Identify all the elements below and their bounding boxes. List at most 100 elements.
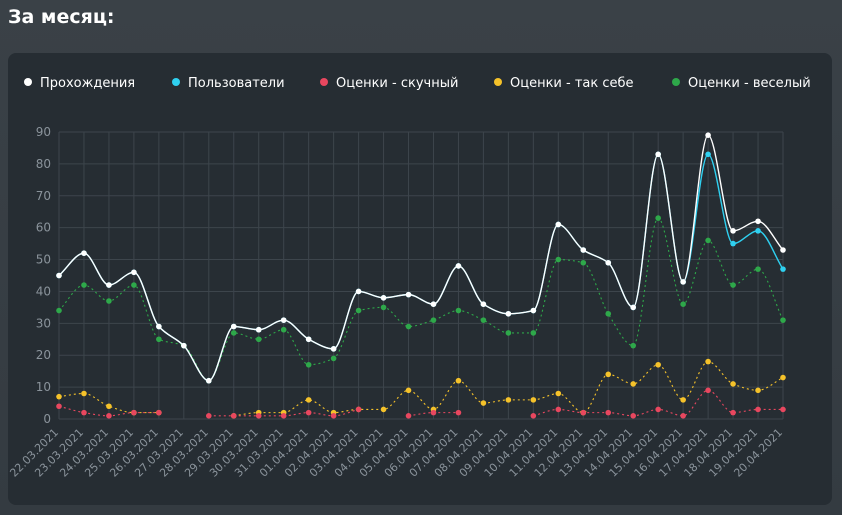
data-point (355, 288, 362, 295)
data-point (605, 310, 612, 317)
data-point (106, 403, 112, 410)
data-point (530, 330, 537, 336)
page-heading: За месяц: (8, 6, 115, 28)
data-point (305, 397, 312, 403)
data-point (106, 298, 112, 304)
data-point (280, 413, 287, 419)
data-point (380, 304, 387, 311)
data-point (156, 336, 162, 343)
data-point (705, 237, 711, 244)
data-point (380, 406, 387, 413)
series-line (58, 392, 159, 414)
data-point (605, 259, 612, 266)
data-point (705, 387, 711, 394)
data-point (605, 371, 612, 378)
data-point (255, 336, 262, 343)
y-tick-label: 30 (36, 316, 51, 330)
legend-marker (672, 78, 680, 86)
data-point (630, 342, 637, 349)
data-point (56, 403, 62, 410)
y-tick-label: 0 (43, 412, 51, 426)
data-point (81, 409, 87, 416)
data-point (455, 307, 462, 314)
data-point (630, 413, 637, 419)
data-point (680, 397, 686, 403)
data-point (780, 247, 786, 253)
data-point (755, 387, 761, 394)
data-point (181, 342, 187, 349)
data-point (555, 256, 562, 263)
data-point (455, 377, 462, 384)
data-point (230, 323, 237, 330)
data-point (355, 406, 362, 413)
data-point (230, 330, 237, 336)
series-line (58, 153, 784, 382)
data-point (455, 409, 462, 416)
data-point (255, 326, 262, 333)
data-point (605, 409, 612, 416)
data-point (505, 330, 512, 336)
y-tick-label: 70 (36, 189, 51, 203)
data-point (330, 355, 337, 362)
data-point (505, 397, 512, 403)
data-point (156, 409, 162, 416)
y-tick-label: 60 (36, 221, 51, 235)
data-point (480, 400, 487, 406)
legend-label: Оценки - так себе (510, 76, 634, 91)
legend-label: Оценки - веселый (688, 76, 811, 91)
data-point (680, 413, 686, 419)
data-point (680, 279, 686, 285)
data-point (280, 326, 287, 333)
data-point (205, 413, 212, 419)
legend-marker (494, 78, 502, 86)
data-point (305, 409, 312, 416)
data-point (56, 307, 62, 314)
y-tick-label: 50 (36, 253, 51, 267)
y-tick-label: 40 (36, 284, 51, 298)
data-point (56, 272, 62, 279)
data-point (780, 266, 786, 272)
data-point (480, 317, 487, 323)
data-point (530, 397, 537, 403)
data-point (405, 323, 412, 330)
data-point (81, 250, 87, 256)
data-point (305, 336, 312, 343)
data-point (580, 259, 587, 266)
data-point (705, 358, 711, 365)
data-point (580, 409, 587, 416)
data-point (655, 361, 661, 368)
data-point (580, 247, 587, 253)
legend-label: Оценки - скучный (336, 76, 458, 91)
data-point (755, 266, 761, 272)
data-point (430, 409, 437, 416)
legend-marker (320, 78, 328, 86)
data-point (530, 413, 537, 419)
data-point (81, 390, 87, 397)
data-point (555, 221, 562, 228)
data-point (780, 374, 786, 381)
legend-label: Прохождения (40, 76, 135, 91)
y-tick-label: 20 (36, 348, 51, 362)
chart-card: 0 10 20 30 40 50 60 70 80 90 22.03.2021 23.03.2021 2… (8, 53, 832, 505)
data-point (730, 240, 736, 247)
data-point (106, 413, 112, 419)
data-point (255, 413, 262, 419)
series-line (533, 389, 783, 417)
data-point (655, 406, 661, 413)
data-point (56, 393, 62, 400)
data-point (405, 291, 412, 298)
data-point (305, 361, 312, 368)
data-point (131, 282, 137, 288)
data-point (405, 387, 412, 394)
data-point (755, 228, 761, 234)
data-point (480, 301, 487, 307)
data-point (705, 132, 711, 138)
data-point (555, 406, 562, 413)
data-point (630, 304, 637, 311)
data-point (530, 307, 537, 314)
legend-label: Пользователи (188, 76, 285, 91)
legend-marker (24, 78, 32, 86)
data-point (780, 406, 786, 413)
data-point (156, 323, 162, 330)
data-point (730, 381, 736, 387)
